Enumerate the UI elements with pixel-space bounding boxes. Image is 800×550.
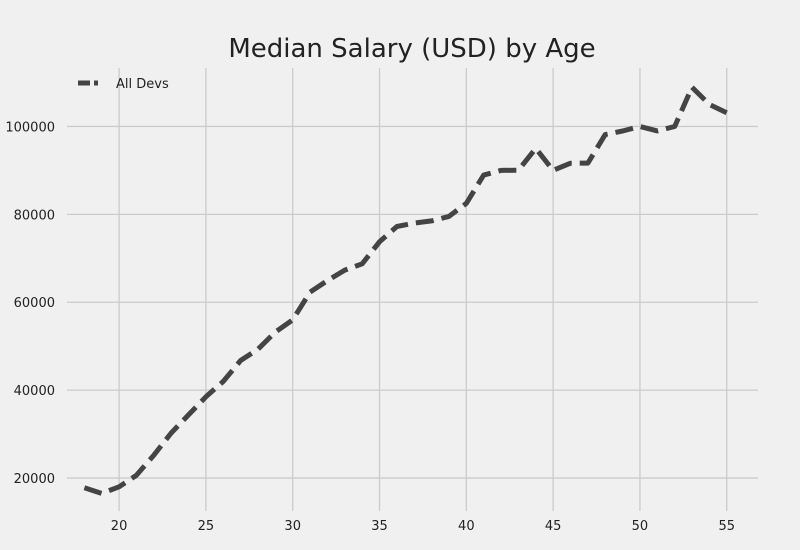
y-tick-label: 60000 (14, 296, 55, 311)
x-axis-ticks: 20 25 30 35 40 45 50 55 (111, 519, 735, 534)
legend: All Devs (78, 77, 169, 92)
series-line-all-devs (83, 84, 728, 496)
series-lines (83, 84, 728, 496)
data-point (535, 148, 536, 149)
data-point (327, 280, 328, 281)
x-tick-label: 25 (198, 519, 215, 534)
x-tick-label: 20 (111, 519, 128, 534)
x-tick-label: 45 (545, 519, 562, 534)
y-axis-ticks: 20000 40000 60000 80000 100000 (5, 120, 55, 487)
y-tick-label: 20000 (14, 472, 55, 487)
x-tick-label: 30 (284, 519, 301, 534)
x-tick-label: 40 (458, 519, 475, 534)
y-tick-label: 80000 (14, 208, 55, 223)
chart-title: Median Salary (USD) by Age (228, 34, 595, 64)
data-point (275, 332, 276, 333)
legend-label: All Devs (116, 77, 169, 92)
x-tick-label: 50 (632, 519, 649, 534)
data-point (414, 223, 415, 224)
data-point (709, 104, 710, 105)
y-tick-label: 100000 (5, 120, 55, 135)
x-tick-label: 55 (718, 519, 735, 534)
y-tick-label: 40000 (14, 384, 55, 399)
x-tick-label: 35 (371, 519, 388, 534)
grid-lines (67, 68, 758, 511)
data-point (518, 170, 519, 171)
